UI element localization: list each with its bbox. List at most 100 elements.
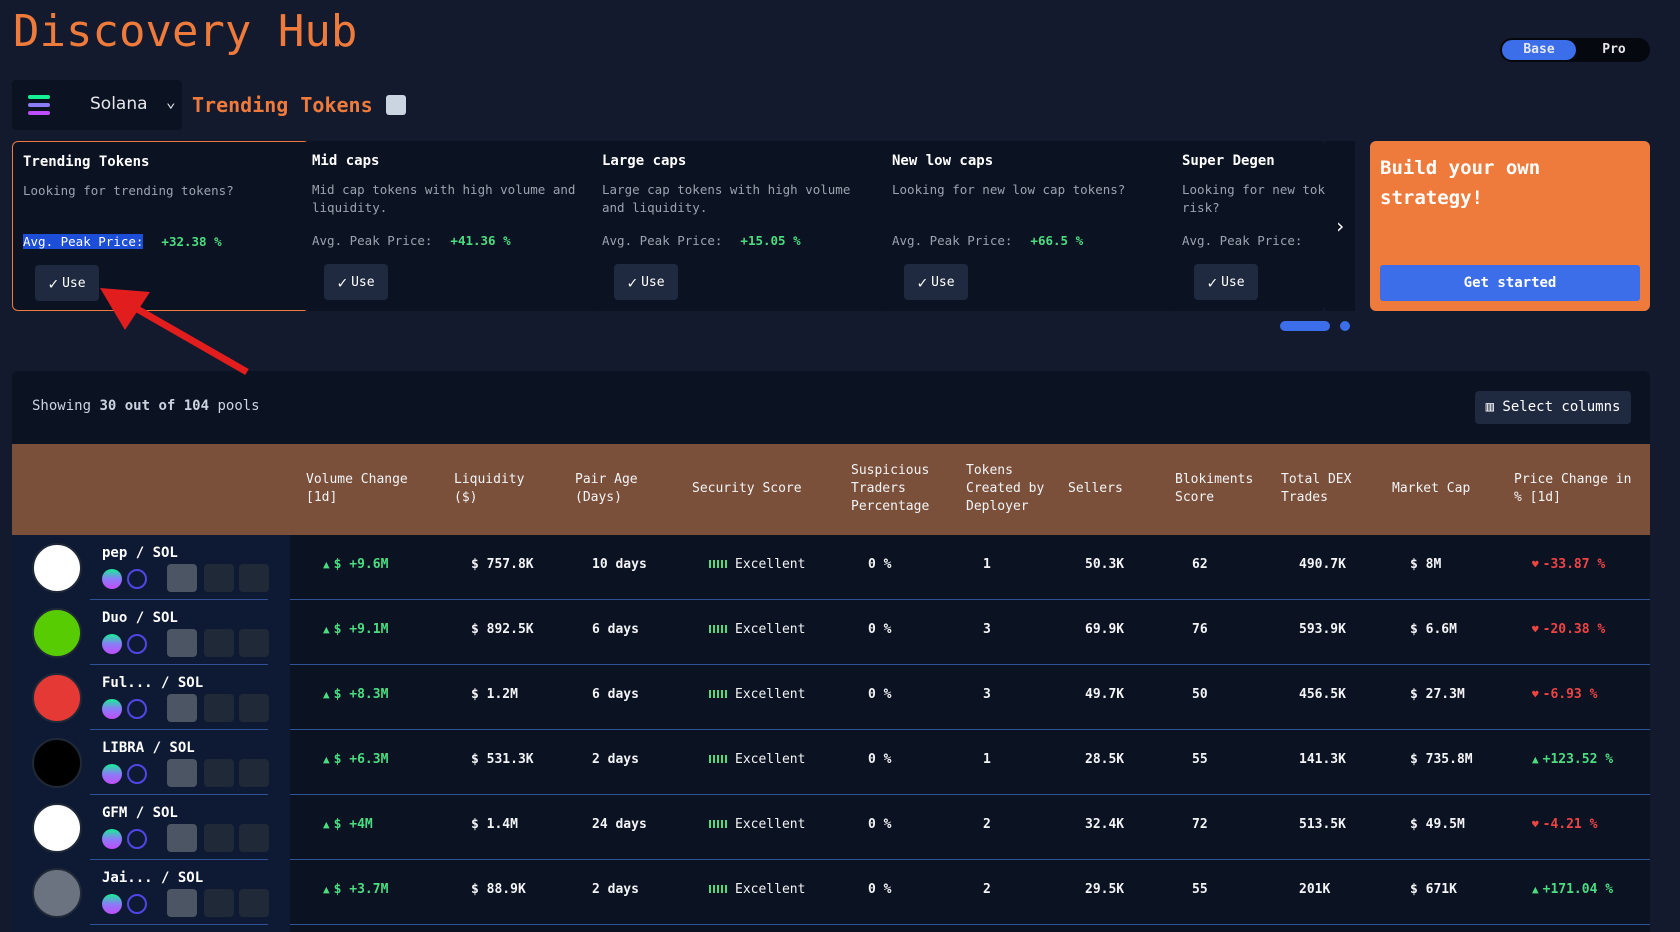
- table-row[interactable]: Duo / SOL ▲ $ +9.1M $ 892.5K 6 days Excellent…: [12, 600, 1650, 665]
- action-button[interactable]: [167, 629, 197, 657]
- strategy-card[interactable]: Trending Tokens Looking for trending toke…: [12, 141, 312, 311]
- action-button[interactable]: [204, 564, 234, 592]
- action-button[interactable]: [239, 564, 269, 592]
- table-row[interactable]: Jai... / SOL ▲ $ +3.7M $ 88.9K 2 days Excelle…: [12, 860, 1650, 925]
- dex-icon: [127, 569, 147, 589]
- cell: $ 531.3K: [471, 752, 534, 767]
- card-stat: Avg. Peak Price: +66.5 %: [892, 233, 1172, 248]
- cell: ♥ -6.93 %: [1532, 687, 1597, 702]
- carousel-dot[interactable]: [1340, 321, 1350, 331]
- action-button[interactable]: [204, 824, 234, 852]
- cell: Excellent: [709, 882, 805, 897]
- column-header: Blokiments Score: [1175, 472, 1254, 505]
- cell: $ 6.6M: [1410, 622, 1457, 637]
- cell-value: 32.4K: [1085, 817, 1125, 832]
- check: ✓: [48, 273, 59, 293]
- action-button[interactable]: [167, 889, 197, 917]
- table-row[interactable]: LIBRA / SOL ▲ $ +6.3M $ 531.3K 2 days Excelle…: [12, 730, 1650, 795]
- action-button[interactable]: [167, 564, 197, 592]
- column-header: Volume Change [1d]: [306, 472, 408, 505]
- section-title: Trending Tokens: [192, 93, 373, 117]
- cell: $ 735.8M: [1410, 752, 1473, 767]
- action-button[interactable]: [167, 824, 197, 852]
- use-button[interactable]: ✓ Use: [1194, 264, 1258, 300]
- action-button[interactable]: [239, 629, 269, 657]
- use-button[interactable]: ✓ Use: [614, 264, 678, 300]
- cell-value: 55: [1192, 882, 1208, 897]
- cell: 141.3K: [1299, 752, 1346, 767]
- table-row[interactable]: GFM / SOL ▲ $ +4M $ 1.4M 24 days Excellent 0 %…: [12, 795, 1650, 860]
- trend-icon: ▲: [323, 688, 330, 701]
- column-header: Liquidity ($): [454, 472, 525, 505]
- use-button[interactable]: ✓ Use: [324, 264, 388, 300]
- action-button[interactable]: [204, 889, 234, 917]
- row-divider: [290, 599, 1650, 600]
- use-button[interactable]: ✓ Use: [35, 265, 99, 301]
- pair-name: Duo / SOL: [102, 610, 178, 626]
- cell-value: 3: [983, 687, 991, 702]
- cta-title: Build your own strategy!: [1380, 157, 1541, 209]
- action-button[interactable]: [204, 694, 234, 722]
- cell: ▲ $ +9.1M: [323, 622, 388, 637]
- cta-card: Build your own strategy! Get started: [1370, 141, 1650, 311]
- cell-value: $ 531.3K: [471, 752, 534, 767]
- signal-bars: [709, 690, 727, 698]
- cell-value: 0 %: [868, 622, 892, 637]
- cell-value: +123.52 %: [1542, 752, 1614, 767]
- cell: 0 %: [868, 687, 891, 702]
- cell-value: 3: [983, 622, 991, 637]
- cell: 0 %: [868, 622, 891, 637]
- use-label: Use: [62, 275, 86, 291]
- select-columns[interactable]: ▥ Select columns: [1475, 391, 1631, 424]
- action-button[interactable]: [239, 824, 269, 852]
- cell-value: 28.5K: [1085, 752, 1125, 767]
- signal-bars: [709, 885, 727, 893]
- action-button[interactable]: [204, 759, 234, 787]
- trend-icon: ▲: [323, 558, 330, 571]
- cell-value: +171.04 %: [1542, 882, 1614, 897]
- cell: ▲ +171.04 %: [1532, 882, 1613, 897]
- cell-value: 55: [1192, 752, 1208, 767]
- action-button[interactable]: [239, 694, 269, 722]
- cell: 2: [983, 817, 991, 832]
- cell: 49.7K: [1085, 687, 1124, 702]
- cell: 55: [1192, 752, 1208, 767]
- action-button[interactable]: [167, 694, 197, 722]
- table-row[interactable]: Ful... / SOL ▲ $ +8.3M $ 1.2M 6 days Excellen…: [12, 665, 1650, 730]
- strategy-card[interactable]: Mid caps Mid cap tokens with high volume …: [302, 141, 602, 311]
- strategy-card[interactable]: New low caps Looking for new low cap toke…: [882, 141, 1182, 311]
- cell-value: $ +4M: [333, 817, 373, 832]
- cell: $ 88.9K: [471, 882, 526, 897]
- strategy-card[interactable]: Large caps Large cap tokens with high vol…: [592, 141, 892, 311]
- toggle-base[interactable]: Base: [1502, 40, 1576, 60]
- table-row[interactable]: pep / SOL ▲ $ +9.6M $ 757.8K 10 days Excellen…: [12, 535, 1650, 600]
- column-header: Market Cap: [1392, 481, 1471, 496]
- toggle-pro[interactable]: Pro: [1602, 42, 1626, 57]
- action-button[interactable]: [167, 759, 197, 787]
- chain-select[interactable]: Solana ⌄: [12, 80, 182, 130]
- action-button[interactable]: [204, 629, 234, 657]
- trend-icon: ♥: [1532, 688, 1539, 701]
- stat-value: +32.38 %: [161, 234, 222, 249]
- toggle[interactable]: Base Pro: [1500, 38, 1650, 62]
- cell: Excellent: [709, 557, 805, 572]
- use-button[interactable]: ✓ Use: [904, 264, 968, 300]
- summary-count: 30 out of 104: [99, 398, 210, 414]
- card-title: Large caps: [602, 153, 687, 169]
- trend-icon: ▲: [323, 623, 330, 636]
- annotation-arrow: [100, 288, 249, 376]
- check: ✓: [917, 272, 928, 292]
- cell-value: $ +6.3M: [333, 752, 389, 767]
- strategy-card[interactable]: Super Degen Looking for new tokens with h…: [1172, 141, 1325, 311]
- carousel-next[interactable]: ›: [1325, 141, 1355, 311]
- cell: 0 %: [868, 752, 891, 767]
- action-button[interactable]: [239, 889, 269, 917]
- carousel-dot[interactable]: [1280, 321, 1330, 331]
- cell-value: 0 %: [868, 752, 892, 767]
- cta-button[interactable]: Get started: [1380, 265, 1640, 301]
- cell-value: 50: [1192, 687, 1208, 702]
- chain-name: Solana: [90, 94, 148, 114]
- action-button[interactable]: [239, 759, 269, 787]
- cell-value: 0 %: [868, 687, 892, 702]
- cell: 29.5K: [1085, 882, 1124, 897]
